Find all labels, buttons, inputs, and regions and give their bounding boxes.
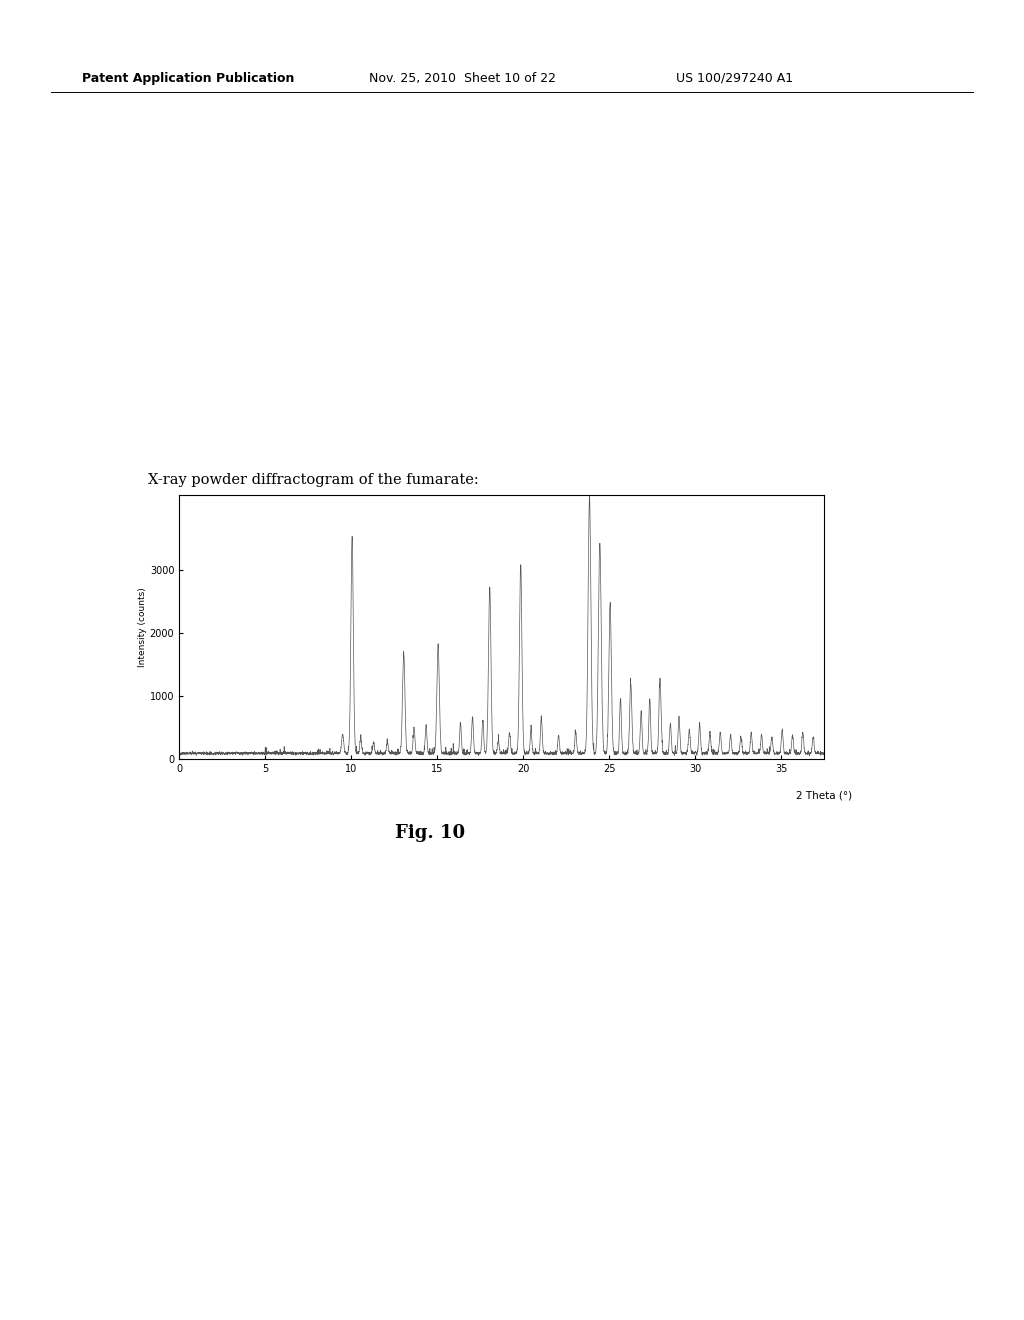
Text: Nov. 25, 2010  Sheet 10 of 22: Nov. 25, 2010 Sheet 10 of 22 (369, 71, 556, 84)
Y-axis label: Intensity (counts): Intensity (counts) (138, 587, 146, 667)
X-axis label: 2 Theta (°): 2 Theta (°) (797, 791, 852, 801)
Text: Patent Application Publication: Patent Application Publication (82, 71, 294, 84)
Text: X-ray powder diffractogram of the fumarate:: X-ray powder diffractogram of the fumara… (148, 474, 479, 487)
Text: Fig. 10: Fig. 10 (395, 824, 465, 842)
Text: US 100/297240 A1: US 100/297240 A1 (676, 71, 793, 84)
